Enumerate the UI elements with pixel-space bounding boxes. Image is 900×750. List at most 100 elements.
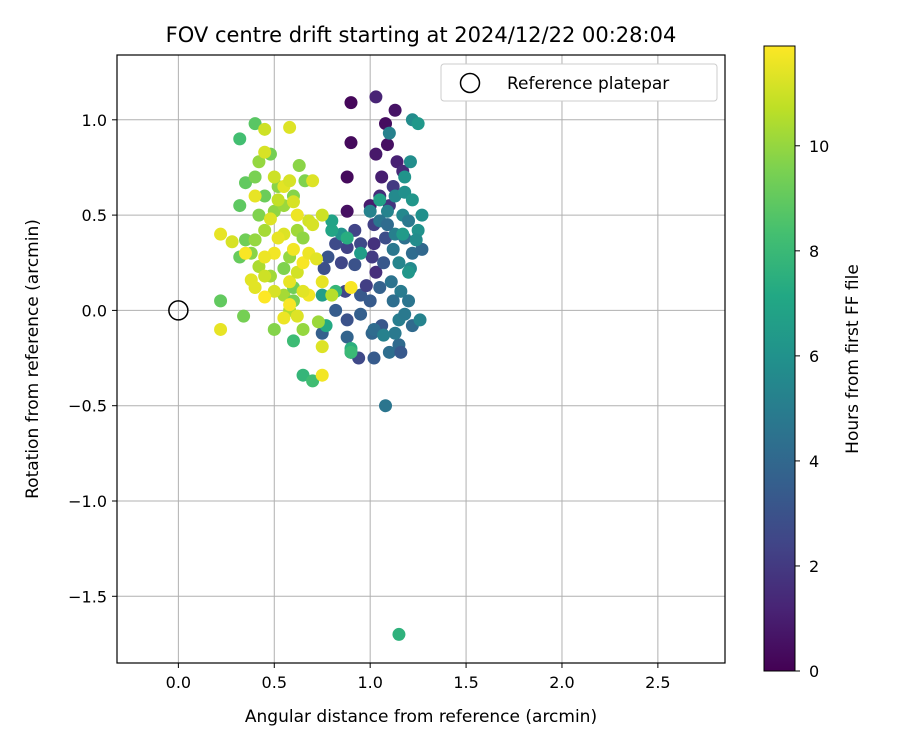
data-point bbox=[286, 242, 300, 256]
data-points bbox=[214, 90, 429, 641]
data-point bbox=[233, 199, 247, 213]
x-tick-label: 1.5 bbox=[453, 673, 478, 692]
legend-reference-label: Reference platepar bbox=[507, 74, 669, 94]
data-point bbox=[306, 374, 320, 388]
data-point bbox=[398, 307, 412, 321]
data-point bbox=[396, 227, 410, 241]
data-point bbox=[290, 309, 304, 323]
data-point bbox=[340, 231, 354, 245]
data-point bbox=[329, 303, 343, 317]
data-point bbox=[277, 261, 291, 275]
data-point bbox=[367, 322, 381, 336]
data-point bbox=[348, 258, 362, 272]
data-point bbox=[258, 189, 272, 203]
data-point bbox=[286, 195, 300, 209]
data-point bbox=[239, 233, 253, 247]
data-point bbox=[258, 122, 272, 136]
data-point bbox=[340, 204, 354, 218]
data-point bbox=[248, 117, 262, 131]
data-point bbox=[315, 368, 329, 382]
data-point bbox=[325, 288, 339, 302]
data-point bbox=[380, 138, 394, 152]
data-point bbox=[239, 246, 253, 260]
data-point bbox=[344, 281, 358, 295]
data-point bbox=[296, 368, 310, 382]
y-tick-label: −1.5 bbox=[68, 587, 107, 606]
data-point bbox=[309, 252, 323, 266]
colorbar-gradient bbox=[763, 45, 796, 672]
data-point bbox=[321, 250, 335, 264]
x-tick-label: 2.0 bbox=[549, 673, 574, 692]
data-point bbox=[267, 170, 281, 184]
data-point bbox=[388, 103, 402, 117]
data-point bbox=[283, 174, 297, 188]
colorbar-tick-label: 0 bbox=[809, 662, 819, 681]
data-point bbox=[363, 204, 377, 218]
x-tick-label: 0.5 bbox=[262, 673, 287, 692]
data-point bbox=[329, 237, 343, 251]
y-axis: −1.5 −1.0 −0.5 0.0 0.5 1.0 bbox=[68, 111, 117, 606]
data-point bbox=[317, 261, 331, 275]
data-point bbox=[394, 345, 408, 359]
data-point bbox=[388, 326, 402, 340]
data-point bbox=[237, 309, 251, 323]
data-point bbox=[354, 307, 368, 321]
data-point bbox=[354, 246, 368, 260]
data-point bbox=[402, 265, 416, 279]
data-point bbox=[369, 265, 383, 279]
data-point bbox=[271, 193, 285, 207]
data-point bbox=[344, 136, 358, 150]
data-point bbox=[398, 170, 412, 184]
data-point bbox=[384, 275, 398, 289]
data-point bbox=[315, 288, 329, 302]
data-point bbox=[354, 288, 368, 302]
data-point bbox=[271, 231, 285, 245]
data-point bbox=[283, 120, 297, 134]
y-tick-label: −1.0 bbox=[68, 492, 107, 511]
data-point bbox=[306, 174, 320, 188]
y-tick-label: 1.0 bbox=[82, 111, 107, 130]
y-tick-label: −0.5 bbox=[68, 397, 107, 416]
data-point bbox=[363, 294, 377, 308]
data-point bbox=[263, 212, 277, 226]
colorbar: 0 2 4 6 8 10 Hours from first FF file bbox=[763, 45, 863, 681]
data-point bbox=[277, 311, 291, 325]
data-point bbox=[292, 159, 306, 173]
data-point bbox=[394, 284, 408, 298]
data-point bbox=[296, 256, 310, 270]
data-point bbox=[403, 155, 417, 169]
data-point bbox=[402, 294, 416, 308]
data-point bbox=[334, 256, 348, 270]
data-point bbox=[379, 399, 393, 413]
data-point bbox=[386, 294, 400, 308]
x-tick-label: 2.5 bbox=[645, 673, 670, 692]
data-point bbox=[392, 627, 406, 641]
chart-title: FOV centre drift starting at 2024/12/22 … bbox=[166, 23, 677, 47]
data-point bbox=[225, 235, 239, 249]
data-point bbox=[315, 275, 329, 289]
grid-lines bbox=[117, 55, 725, 663]
x-axis: 0.0 0.5 1.0 1.5 2.0 2.5 bbox=[166, 663, 671, 692]
data-point bbox=[315, 340, 329, 354]
data-point bbox=[382, 345, 396, 359]
data-point bbox=[252, 208, 266, 222]
data-point bbox=[373, 281, 387, 295]
data-point bbox=[369, 147, 383, 161]
data-point bbox=[354, 237, 368, 251]
data-point bbox=[380, 218, 394, 232]
data-point bbox=[392, 256, 406, 270]
data-point bbox=[365, 250, 379, 264]
data-point bbox=[258, 290, 272, 304]
data-point bbox=[359, 279, 373, 293]
data-point bbox=[296, 322, 310, 336]
legend-box bbox=[440, 63, 718, 102]
data-point bbox=[367, 237, 381, 251]
data-point bbox=[415, 208, 429, 222]
data-point bbox=[267, 322, 281, 336]
data-point bbox=[296, 231, 310, 245]
data-point bbox=[258, 223, 272, 237]
data-point bbox=[409, 233, 423, 247]
legend: Reference platepar bbox=[440, 63, 718, 102]
data-point bbox=[375, 170, 389, 184]
plot-frame bbox=[116, 54, 726, 664]
